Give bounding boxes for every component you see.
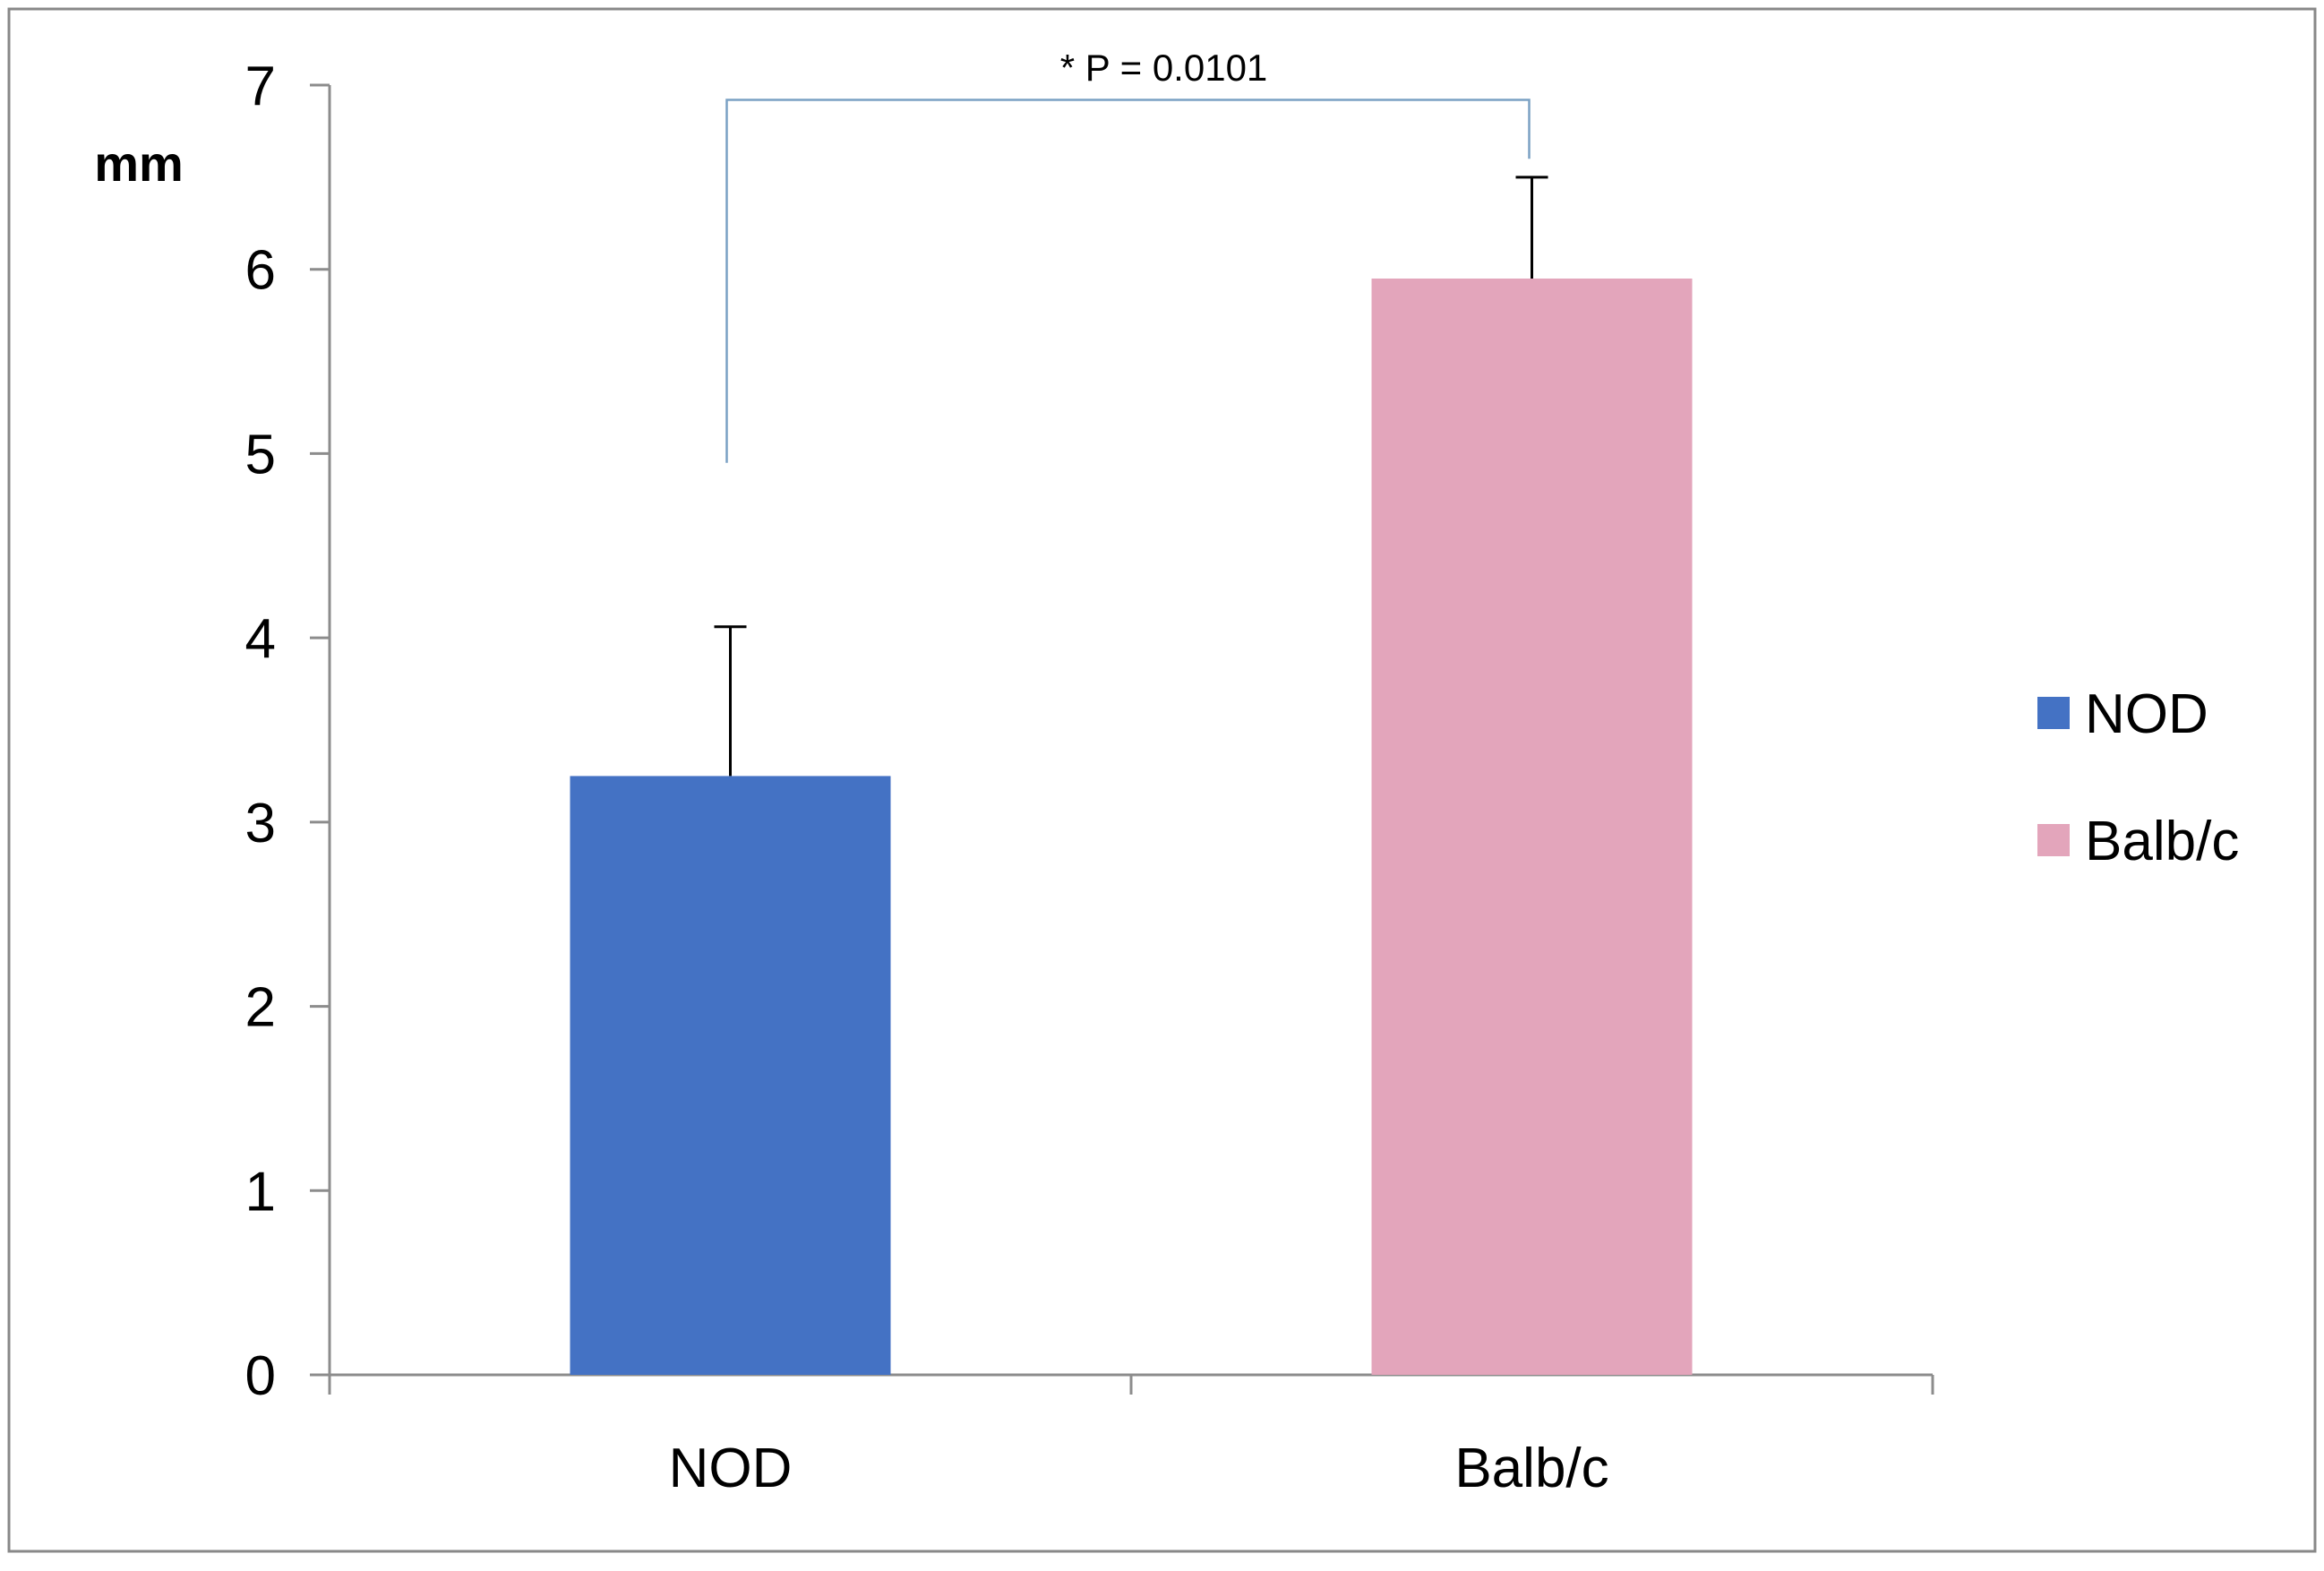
significance-annotation: * P = 0.0101 (725, 47, 1531, 463)
y-axis-label: mm (94, 135, 184, 192)
bar-nod (570, 776, 891, 1375)
y-axis: 0 1 2 3 4 5 6 7 (245, 56, 331, 1407)
x-tick-label: Balb/c (1454, 1438, 1608, 1499)
y-tick-label: 6 (245, 240, 276, 302)
p-value-label: * P = 0.0101 (1060, 47, 1268, 89)
chart-border (7, 7, 2317, 1553)
legend-label: NOD (2085, 683, 2208, 745)
bar-balb-c (1371, 279, 1693, 1375)
bars (570, 279, 1693, 1375)
y-tick-label: 4 (245, 608, 276, 670)
significance-bracket (725, 99, 1531, 463)
y-tick-label: 3 (245, 793, 276, 854)
y-tick-label: 2 (245, 977, 276, 1039)
legend-label: Balb/c (2085, 811, 2239, 872)
y-tick-label: 0 (245, 1345, 276, 1407)
legend-swatch (2037, 824, 2070, 856)
error-bars (714, 176, 1548, 777)
y-tick-label: 7 (245, 56, 276, 117)
legend: NOD Balb/c (2037, 683, 2239, 872)
legend-swatch (2037, 697, 2070, 729)
y-tick-label: 1 (245, 1161, 276, 1223)
y-tick-label: 5 (245, 424, 276, 485)
x-tick-label: NOD (669, 1438, 793, 1499)
